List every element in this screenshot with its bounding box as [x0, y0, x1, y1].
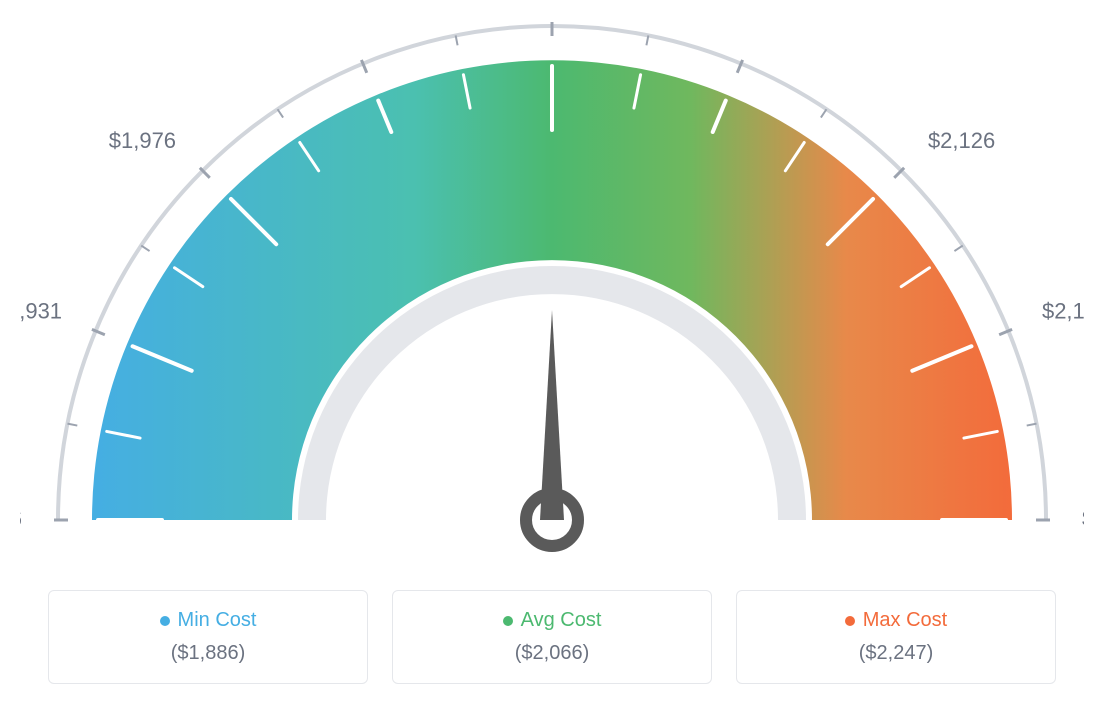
- gauge-tick-label: $1,931: [20, 299, 62, 324]
- legend-top-min: Min Cost: [61, 609, 355, 632]
- legend-row: Min Cost ($1,886) Avg Cost ($2,066) Max …: [20, 590, 1084, 684]
- legend-card-max: Max Cost ($2,247): [736, 590, 1056, 684]
- legend-card-min: Min Cost ($1,886): [48, 590, 368, 684]
- legend-dot-max: [845, 616, 855, 626]
- legend-card-avg: Avg Cost ($2,066): [392, 590, 712, 684]
- gauge-tick-label: $1,886: [20, 506, 22, 531]
- legend-value-max: ($2,247): [749, 642, 1043, 665]
- legend-top-max: Max Cost: [749, 609, 1043, 632]
- legend-value-min: ($1,886): [61, 642, 355, 665]
- legend-top-avg: Avg Cost: [405, 609, 699, 632]
- legend-label-avg: Avg Cost: [521, 609, 602, 632]
- legend-dot-min: [160, 616, 170, 626]
- gauge-tick-label: $2,247: [1082, 506, 1084, 531]
- gauge-tick-label: $1,976: [109, 128, 176, 153]
- gauge-tick-label: $2,186: [1042, 299, 1084, 324]
- cost-gauge-chart: $1,886$1,931$1,976$2,066$2,126$2,186$2,2…: [20, 20, 1084, 684]
- legend-value-avg: ($2,066): [405, 642, 699, 665]
- gauge-tick-label: $2,126: [928, 128, 995, 153]
- legend-label-min: Min Cost: [178, 609, 257, 632]
- gauge-svg: $1,886$1,931$1,976$2,066$2,126$2,186$2,2…: [20, 20, 1084, 560]
- legend-dot-avg: [503, 616, 513, 626]
- legend-label-max: Max Cost: [863, 609, 947, 632]
